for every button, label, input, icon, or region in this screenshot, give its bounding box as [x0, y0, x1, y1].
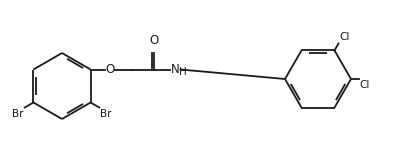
Text: N: N	[171, 63, 179, 76]
Text: Br: Br	[100, 109, 111, 118]
Text: H: H	[179, 67, 186, 77]
Text: Br: Br	[12, 109, 24, 118]
Text: Cl: Cl	[358, 80, 369, 90]
Text: O: O	[105, 63, 114, 76]
Text: O: O	[149, 33, 158, 46]
Text: Cl: Cl	[338, 33, 349, 43]
